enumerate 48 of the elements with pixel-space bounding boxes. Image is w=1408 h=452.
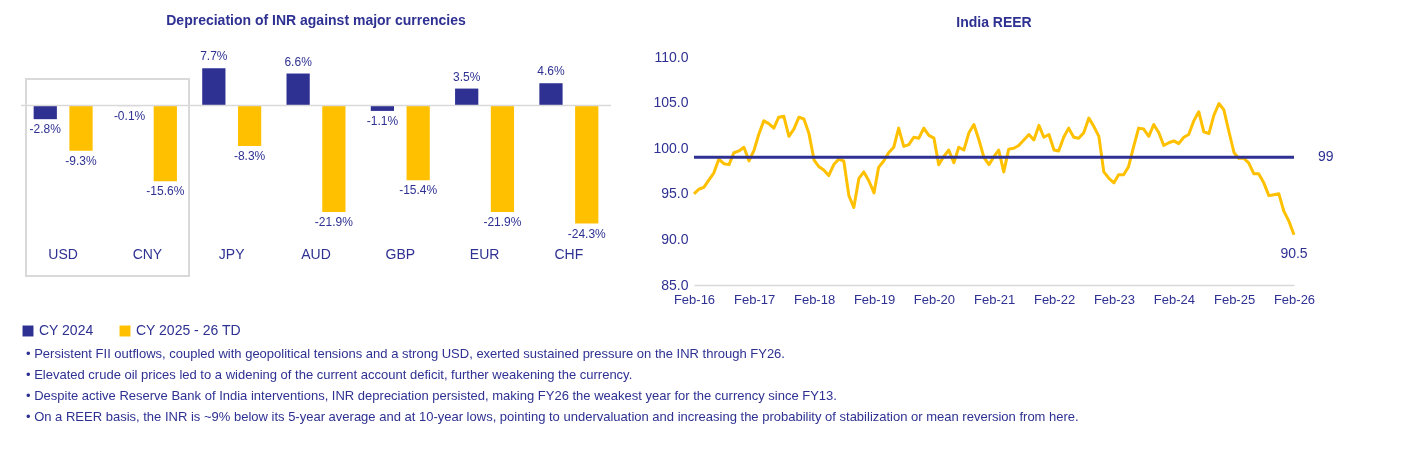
data-label: -21.9%	[483, 214, 522, 229]
data-label: -1.1%	[366, 113, 399, 128]
data-label: -9.3%	[65, 153, 98, 168]
x-tick-label: AUD	[301, 245, 331, 262]
data-label: -15.6%	[146, 184, 185, 199]
data-label: 4.6%	[537, 64, 565, 79]
x-tick-label: Feb-18	[793, 291, 836, 307]
data-label: -24.3%	[567, 226, 607, 241]
x-tick-label: Feb-20	[913, 291, 956, 307]
x-tick-label: Feb-23	[1093, 291, 1136, 307]
legend-label: CY 2024	[39, 322, 94, 338]
legend-label: CY 2025 - 26 TD	[136, 322, 241, 338]
data-label: 7.7%	[200, 49, 228, 64]
x-tick-label: Feb-25	[1213, 291, 1256, 307]
y-tick-label: 100.0	[653, 139, 689, 156]
data-label: -15.4%	[399, 183, 438, 198]
chart-title: India REER	[956, 14, 1032, 30]
y-tick-label: 95.0	[661, 185, 689, 202]
text: • Despite active Reserve Bank of India interventions, INR depreciation persisted, making FY26 the weakest year for the currency since FY13.	[26, 388, 838, 403]
data-label: -21.9%	[314, 214, 354, 229]
x-tick-label: Feb-21	[973, 291, 1016, 307]
data-label: 6.6%	[284, 54, 313, 69]
data-label: 3.5%	[453, 69, 481, 84]
annotation: 90.5	[1280, 244, 1308, 261]
x-tick-label: CHF	[554, 245, 584, 262]
y-tick-label: 90.0	[661, 230, 689, 247]
x-tick-label: Feb-19	[853, 291, 896, 307]
x-tick-label: GBP	[385, 245, 416, 262]
text: • Elevated crude oil prices led to a widening of the current account deficit, further weakening the currency.	[26, 367, 634, 382]
x-tick-label: JPY	[218, 245, 246, 262]
data-label: -8.3%	[233, 148, 266, 163]
chart-title: Depreciation of INR against major currencies	[166, 12, 466, 29]
x-tick-label: Feb-17	[734, 291, 776, 307]
x-tick-label: USD	[48, 245, 78, 262]
x-tick-label: Feb-26	[1273, 291, 1316, 307]
x-tick-label: CNY	[132, 245, 163, 262]
ref-line-label: 99	[1318, 148, 1334, 165]
x-tick-label: Feb-24	[1153, 291, 1196, 307]
data-label: -0.1%	[113, 109, 146, 124]
x-tick-label: Feb-16	[673, 291, 716, 307]
x-tick-label: Feb-22	[1033, 291, 1076, 307]
y-tick-label: 110.0	[654, 48, 689, 65]
text: • On a REER basis, the INR is ~9% below its 5-year average and at 10-year lows, pointing to undervaluation and increasing the probability of stabilization or mean reversion from here.	[26, 409, 1080, 424]
text: • Persistent FII outflows, coupled with geopolitical tensions and a strong USD, exerted sustained pressure on the INR through FY26.	[26, 346, 786, 361]
x-tick-label: EUR	[469, 245, 500, 262]
y-tick-label: 85.0	[661, 276, 689, 293]
data-label: -2.8%	[29, 122, 62, 137]
y-tick-label: 105.0	[653, 94, 689, 111]
